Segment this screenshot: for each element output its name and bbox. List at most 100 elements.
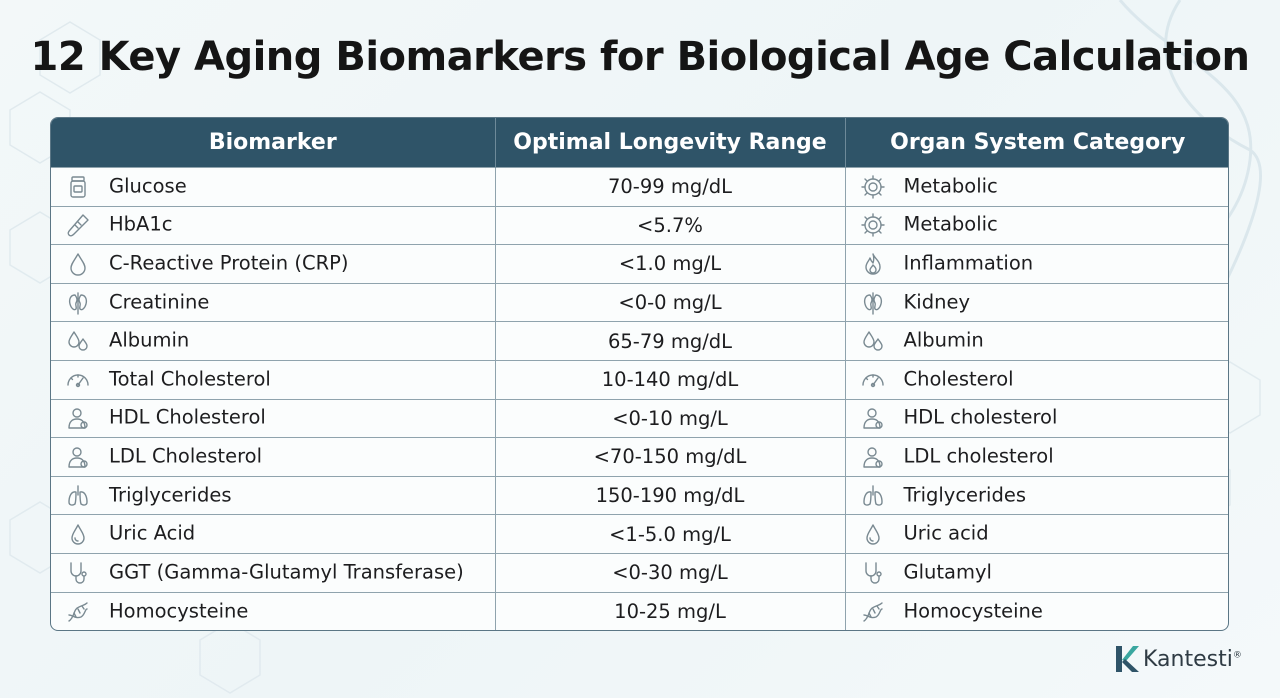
biomarker-name: Homocysteine: [109, 599, 249, 623]
gauge-icon: [860, 367, 890, 393]
category-name: Uric acid: [903, 521, 989, 545]
range-cell: 10-25 mg/L: [495, 591, 846, 630]
range-cell: <1.0 mg/L: [495, 244, 846, 284]
column-header-range: Optimal Longevity Range: [495, 118, 846, 168]
biomarker-name: C-Reactive Protein (CRP): [109, 251, 349, 275]
table-row: C-Reactive Protein (CRP) <1.0 mg/L Inflamm…: [51, 244, 1228, 284]
category-name: Metabolic: [903, 174, 998, 198]
range-cell: <1-5.0 mg/L: [495, 514, 846, 554]
biomarker-cell: Creatinine: [51, 282, 496, 322]
category-cell: Glutamyl: [845, 552, 1228, 593]
table-row: Glucose 70-99 mg/dL Metabolic: [51, 167, 1228, 207]
category-cell: Triglycerides: [845, 475, 1228, 515]
category-cell: Metabolic: [845, 167, 1228, 207]
category-name: Inflammation: [903, 251, 1034, 275]
category-name: Triglycerides: [903, 483, 1027, 507]
range-cell: <0-10 mg/L: [495, 398, 846, 438]
biomarker-name: Glucose: [109, 174, 187, 198]
table-row: Triglycerides 150-190 mg/dL Triglycerides: [51, 475, 1228, 515]
category-name: Albumin: [903, 328, 984, 352]
biomarker-name: Creatinine: [109, 290, 210, 314]
stethoscope-icon: [860, 560, 890, 586]
biomarker-name: HbA1c: [109, 212, 173, 236]
column-header-category: Organ System Category: [845, 118, 1228, 168]
biomarker-cell: GGT (Gamma-Glutamyl Transferase): [51, 552, 496, 593]
range-cell: <5.7%: [495, 205, 846, 245]
category-name: Homocysteine: [903, 599, 1043, 623]
biomarker-name: HDL Cholesterol: [109, 405, 266, 429]
drop-outline-icon: [860, 521, 890, 547]
flame-icon: [860, 251, 890, 277]
category-cell: Cholesterol: [845, 359, 1228, 400]
category-cell: Inflammation: [845, 244, 1228, 284]
table-header-row: Biomarker Optimal Longevity Range Organ …: [51, 118, 1228, 168]
drop-outline-icon: [65, 521, 95, 547]
table-row: Uric Acid <1-5.0 mg/L Uric acid: [51, 514, 1228, 554]
range-cell: 10-140 mg/dL: [495, 359, 846, 400]
k-logo-icon: [1116, 646, 1139, 672]
table-row: Total Cholesterol 10-140 mg/dL Cholesterol: [51, 359, 1228, 400]
category-cell: Kidney: [845, 282, 1228, 322]
vial-icon: [65, 174, 95, 200]
biomarker-cell: Total Cholesterol: [51, 359, 496, 400]
biomarker-cell: Homocysteine: [51, 591, 496, 630]
category-name: Glutamyl: [903, 560, 992, 584]
category-cell: Uric acid: [845, 514, 1228, 554]
brand-name: Kantesti: [1143, 646, 1233, 672]
table-row: Albumin 65-79 mg/dL Albumin: [51, 321, 1228, 361]
category-cell: LDL cholesterol: [845, 437, 1228, 477]
category-cell: HDL cholesterol: [845, 398, 1228, 438]
biomarker-cell: Triglycerides: [51, 475, 496, 515]
biomarker-cell: HDL Cholesterol: [51, 398, 496, 438]
range-cell: <70-150 mg/dL: [495, 437, 846, 477]
biomarker-name: Albumin: [109, 328, 190, 352]
table-row: GGT (Gamma-Glutamyl Transferase) <0-30 mg…: [51, 552, 1228, 593]
table-row: HbA1c <5.7% Metabolic: [51, 205, 1228, 245]
brand-registered-mark: ®: [1232, 650, 1242, 661]
category-name: Metabolic: [903, 212, 998, 236]
lungs-icon: [65, 483, 95, 509]
gear-icon: [860, 212, 890, 238]
biomarker-cell: C-Reactive Protein (CRP): [51, 244, 496, 284]
category-name: Kidney: [903, 290, 970, 314]
biomarker-table: Biomarker Optimal Longevity Range Organ …: [50, 117, 1229, 631]
person-icon: [860, 444, 890, 470]
category-name: HDL cholesterol: [903, 405, 1058, 429]
person-icon: [860, 405, 890, 431]
drops-icon: [65, 328, 95, 354]
range-cell: <0-30 mg/L: [495, 552, 846, 593]
dna-icon: [65, 599, 95, 625]
table-row: LDL Cholesterol <70-150 mg/dL LDL choleste…: [51, 437, 1228, 477]
range-cell: 70-99 mg/dL: [495, 167, 846, 207]
drop-icon: [65, 251, 95, 277]
kidney-icon: [65, 290, 95, 316]
range-cell: 65-79 mg/dL: [495, 321, 846, 361]
biomarker-cell: Glucose: [51, 167, 496, 207]
person-icon: [65, 444, 95, 470]
stethoscope-icon: [65, 560, 95, 586]
category-cell: Homocysteine: [845, 591, 1228, 630]
range-cell: 150-190 mg/dL: [495, 475, 846, 515]
range-cell: <0-0 mg/L: [495, 282, 846, 322]
biomarker-cell: Uric Acid: [51, 514, 496, 554]
table-row: Creatinine <0-0 mg/L Kidney: [51, 282, 1228, 322]
category-cell: Albumin: [845, 321, 1228, 361]
biomarker-cell: LDL Cholesterol: [51, 437, 496, 477]
gauge-icon: [65, 367, 95, 393]
table-row: Homocysteine 10-25 mg/L Homocysteine: [51, 591, 1228, 630]
category-name: Cholesterol: [903, 367, 1014, 391]
column-header-biomarker: Biomarker: [51, 118, 496, 168]
biomarker-name: Uric Acid: [109, 521, 196, 545]
page-title: 12 Key Aging Biomarkers for Biological A…: [30, 34, 1250, 80]
gear-icon: [860, 174, 890, 200]
kidney-icon: [860, 290, 890, 316]
table-row: HDL Cholesterol <0-10 mg/L HDL cholesterol: [51, 398, 1228, 438]
biomarker-cell: HbA1c: [51, 205, 496, 245]
biomarker-name: Triglycerides: [109, 483, 232, 507]
kantesti-logo: Kantesti®: [1113, 644, 1242, 674]
biomarker-name: GGT (Gamma-Glutamyl Transferase): [109, 560, 464, 584]
biomarker-name: Total Cholesterol: [109, 367, 271, 391]
test-tube-icon: [65, 212, 95, 238]
lungs-icon: [860, 483, 890, 509]
person-icon: [65, 405, 95, 431]
